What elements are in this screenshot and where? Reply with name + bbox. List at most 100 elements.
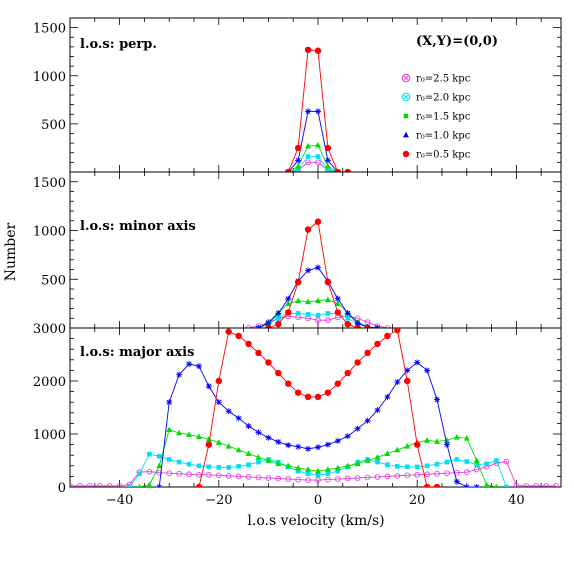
panel-frame [69, 327, 562, 488]
data-point [444, 459, 450, 465]
data-point [304, 226, 312, 233]
data-point [156, 453, 162, 459]
data-point [225, 473, 232, 479]
data-point [127, 484, 132, 487]
data-point [424, 471, 430, 478]
legend-marker [403, 113, 409, 119]
data-point [235, 332, 242, 340]
data-point [147, 451, 152, 457]
data-point [364, 457, 371, 463]
data-point [364, 474, 371, 481]
data-point [295, 157, 302, 164]
data-point [394, 473, 401, 479]
data-point [444, 470, 450, 477]
data-point [354, 475, 361, 481]
data-point [304, 46, 312, 53]
panel-label: l.o.s: major axis [80, 345, 194, 360]
legend-label: r₀=1.0 kpc [416, 131, 471, 142]
data-point [285, 309, 292, 316]
data-point [344, 475, 351, 482]
data-point [285, 476, 292, 482]
data-point [236, 464, 241, 469]
legend-label: r₀=1.5 kpc [416, 112, 471, 123]
data-point [156, 462, 163, 469]
series-line [139, 429, 497, 487]
data-point [314, 297, 321, 304]
data-point [246, 462, 251, 468]
data-point [494, 458, 499, 463]
legend-marker [401, 92, 411, 102]
data-point [314, 108, 321, 115]
data-point [186, 461, 192, 467]
data-point [503, 458, 510, 465]
data-point [494, 483, 499, 487]
position-annotation: (X,Y)=(0,0) [416, 34, 498, 49]
data-point [384, 450, 391, 457]
series-line [248, 315, 388, 328]
data-point [205, 441, 213, 448]
data-point [245, 340, 252, 348]
data-point [186, 361, 193, 368]
y-tick-label: 1500 [33, 176, 66, 191]
data-point [385, 462, 390, 468]
data-point [434, 470, 440, 477]
panel-2: 500 1000 1500 l.o.s: minor axis [33, 171, 562, 329]
data-point [146, 481, 153, 487]
data-point [265, 324, 272, 328]
data-point [235, 415, 242, 422]
data-point [166, 470, 173, 477]
data-point [235, 446, 242, 453]
data-point [255, 474, 262, 481]
data-point [265, 475, 272, 481]
y-tick-label: 3000 [33, 322, 66, 337]
data-point [354, 359, 361, 366]
legend-marker [403, 131, 409, 138]
data-point [315, 317, 321, 324]
legend-label: r₀=2.0 kpc [416, 93, 471, 104]
data-point [206, 464, 212, 470]
data-point [285, 462, 292, 469]
data-point [96, 483, 103, 487]
data-point [424, 367, 431, 374]
data-point [474, 462, 479, 468]
y-tick-label: 1500 [33, 22, 66, 37]
data-point [463, 435, 470, 441]
data-point [324, 163, 331, 169]
data-point [454, 457, 460, 462]
data-point [404, 442, 411, 449]
data-point [324, 466, 331, 472]
data-point [295, 166, 301, 172]
series-line [70, 461, 557, 487]
data-point [413, 441, 421, 448]
data-point [245, 450, 252, 457]
data-point [354, 320, 361, 327]
data-point [375, 459, 380, 465]
series-r₀=0.5 kpc [265, 218, 371, 328]
data-point [314, 218, 322, 225]
data-point [334, 437, 341, 444]
data-point [404, 377, 411, 385]
data-point [364, 324, 371, 328]
data-point [314, 141, 321, 148]
data-point [463, 469, 470, 476]
x-tick-label: 20 [409, 493, 426, 508]
data-point [334, 476, 341, 482]
data-point [265, 320, 272, 327]
data-point [156, 484, 163, 487]
y-tick-label: 1000 [33, 225, 66, 240]
data-point [553, 483, 559, 487]
series-r₀=1.0 kpc [156, 359, 480, 487]
data-point [305, 159, 311, 166]
data-point [77, 483, 83, 487]
data-point [255, 454, 262, 460]
legend-marker [401, 73, 411, 83]
panel-label: l.o.s: perp. [80, 37, 157, 52]
data-point [137, 483, 142, 487]
data-point [414, 471, 421, 478]
data-point [533, 483, 540, 487]
data-point [334, 168, 342, 172]
data-point [414, 464, 420, 470]
y-tick-label: 500 [41, 118, 66, 133]
data-point [206, 471, 212, 478]
